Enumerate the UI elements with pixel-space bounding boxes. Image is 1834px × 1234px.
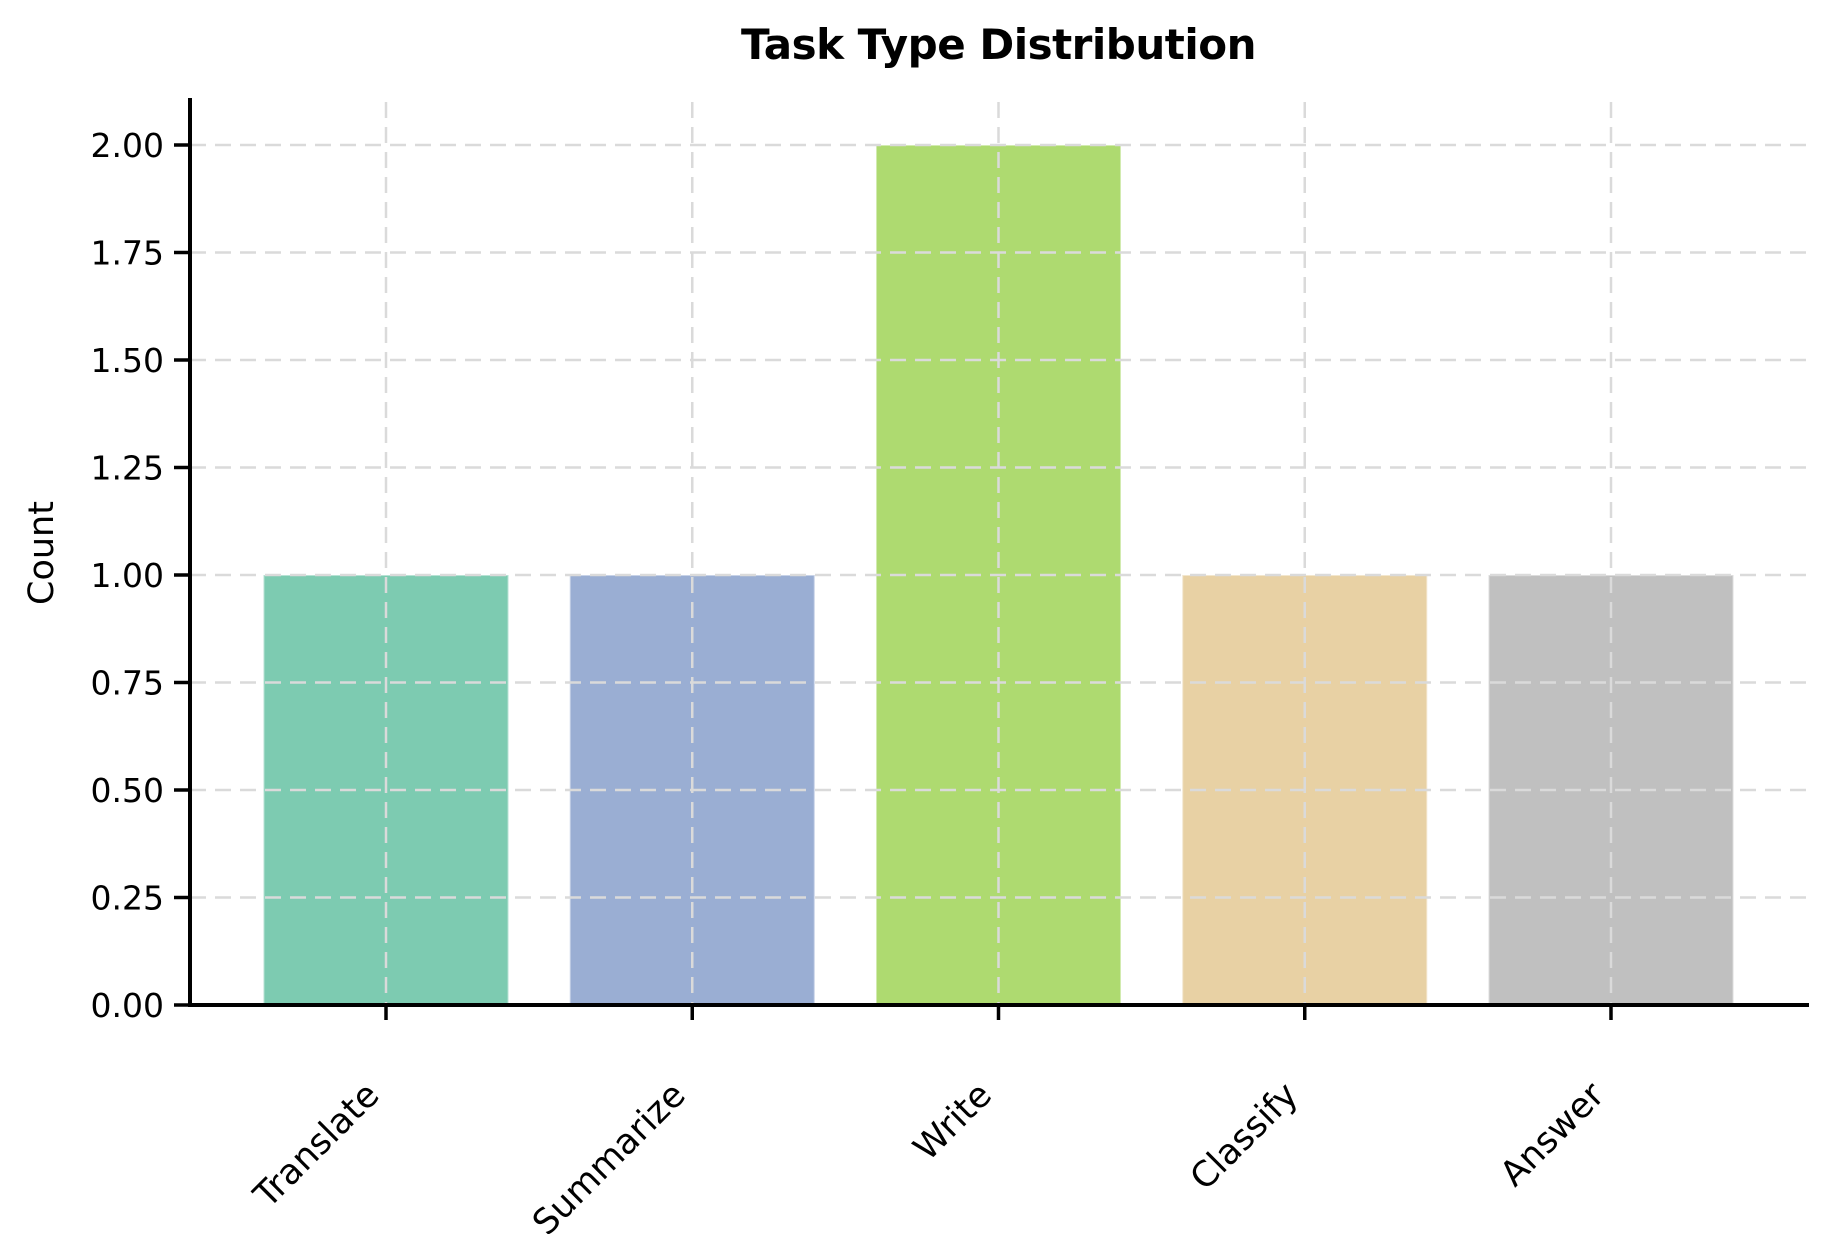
y-tick-label: 0.50 [91, 771, 164, 810]
y-tick-label: 1.50 [91, 341, 164, 380]
x-tick-label: Write [906, 1075, 1000, 1169]
y-tick-label: 1.75 [91, 234, 164, 273]
x-tick-label: Classify [1183, 1075, 1306, 1198]
x-tick-label: Summarize [525, 1075, 693, 1234]
x-tick-label: Translate [246, 1075, 387, 1216]
y-tick-label: 1.00 [91, 556, 164, 595]
x-tick-label: Answer [1493, 1075, 1613, 1195]
y-tick-label: 0.75 [91, 664, 164, 703]
y-tick-label: 1.25 [91, 449, 164, 488]
chart-title: Task Type Distribution [741, 20, 1256, 69]
y-tick-label: 0.25 [91, 879, 164, 918]
y-tick-label: 2.00 [91, 126, 164, 165]
y-tick-label: 0.00 [91, 986, 164, 1025]
